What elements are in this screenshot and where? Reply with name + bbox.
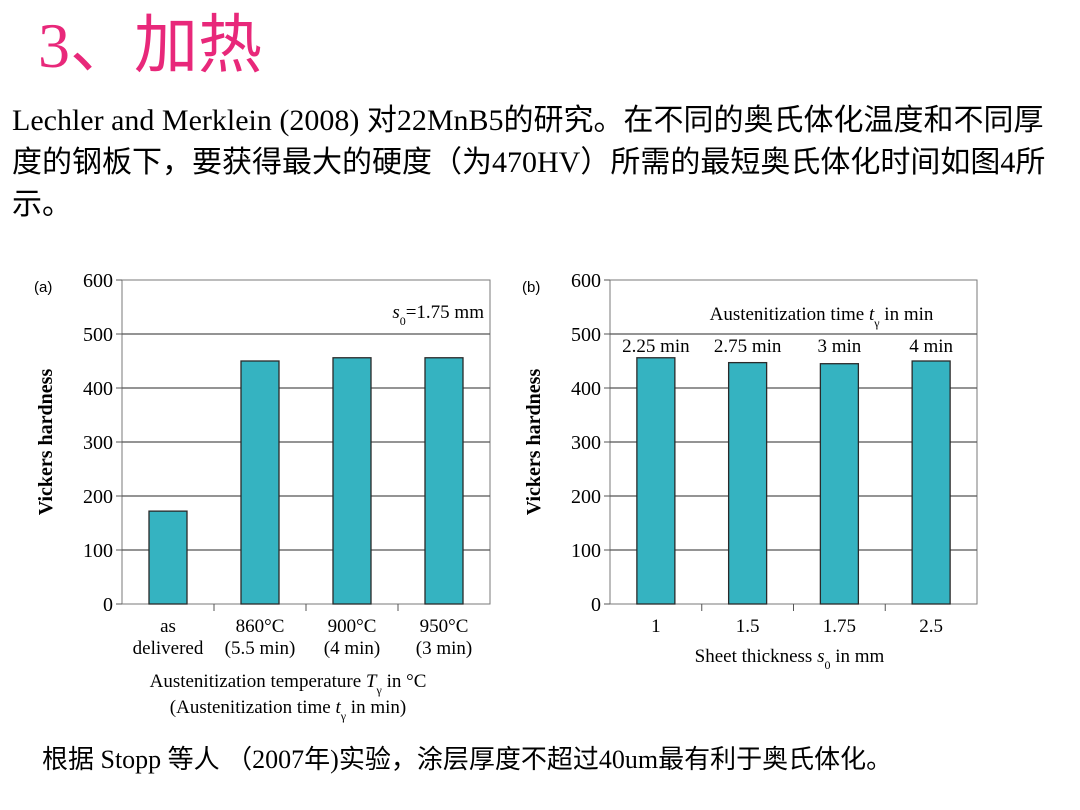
x-tick-label: (5.5 min)	[225, 638, 296, 659]
y-tick-label: 0	[591, 594, 601, 616]
x-tick-label: 860°C	[236, 616, 285, 637]
y-tick-label: 100	[571, 540, 601, 562]
x-tick-label: delivered	[133, 638, 204, 659]
bar	[240, 360, 280, 605]
panel-label: (b)	[522, 279, 540, 296]
chart-a: (a) 0 100 200 300 400 500 600 Vickers hardness as…	[34, 270, 491, 723]
y-tick-label: 200	[83, 486, 113, 508]
chart-b: (b) 0 100 200 300 400 500 600 Vickers hardness Au…	[522, 270, 978, 672]
x-tick-label: as	[160, 616, 176, 637]
x-axis-label: Austenitization temperature Tγ in °C	[150, 671, 427, 697]
bar	[819, 363, 860, 605]
y-tick-label: 400	[83, 378, 113, 400]
y-tick-label: 200	[571, 486, 601, 508]
bar	[424, 357, 464, 605]
x-tick-label: 950°C	[420, 616, 469, 637]
x-tick-label: 1.75	[823, 616, 856, 637]
y-tick-label: 600	[571, 270, 601, 292]
bar	[148, 510, 188, 605]
bar-time-label: 2.75 min	[714, 336, 782, 357]
y-tick-label: 300	[571, 432, 601, 454]
x-tick-label: (3 min)	[416, 638, 472, 659]
y-tick-label: 400	[571, 378, 601, 400]
slide-title: 3、加热	[38, 10, 262, 81]
bar	[332, 357, 372, 605]
y-tick-label: 600	[83, 270, 113, 292]
y-tick-label: 500	[571, 324, 601, 346]
x-axis-label: Sheet thickness s0 in mm	[695, 646, 885, 672]
panel-label: (a)	[34, 279, 52, 296]
x-tick-label: (4 min)	[324, 638, 380, 659]
bar	[727, 361, 768, 605]
annotation-thickness: s0=1.75 mm	[392, 302, 484, 328]
y-tick-label: 500	[83, 324, 113, 346]
y-tick-label: 300	[83, 432, 113, 454]
x-tick-label: 2.5	[919, 616, 943, 637]
y-axis-label: Vickers hardness	[523, 369, 545, 516]
y-tick-label: 100	[83, 540, 113, 562]
x-axis-label-sub: (Austenitization time tγ in min)	[170, 697, 406, 723]
footer-note: 根据 Stopp 等人 （2007年)实验，涂层厚度不超过40um最有利于奥氏体…	[42, 745, 893, 774]
bar	[911, 360, 951, 605]
intro-paragraph: Lechler and Merklein (2008) 对22MnB5的研究。在…	[12, 104, 1046, 221]
bar	[636, 357, 676, 605]
y-axis-label: Vickers hardness	[35, 369, 57, 516]
x-tick-label: 1.5	[736, 616, 760, 637]
x-tick-label: 900°C	[328, 616, 377, 637]
figure-charts: (a) 0 100 200 300 400 500 600 Vickers hardness as…	[34, 270, 978, 723]
bar-time-label: 3 min	[817, 336, 861, 357]
bar-time-label: 4 min	[909, 336, 953, 357]
x-tick-label: 1	[651, 616, 661, 637]
chart-header: Austenitization time tγ in min	[710, 304, 934, 330]
y-tick-label: 0	[103, 594, 113, 616]
bar-time-label: 2.25 min	[622, 336, 690, 357]
